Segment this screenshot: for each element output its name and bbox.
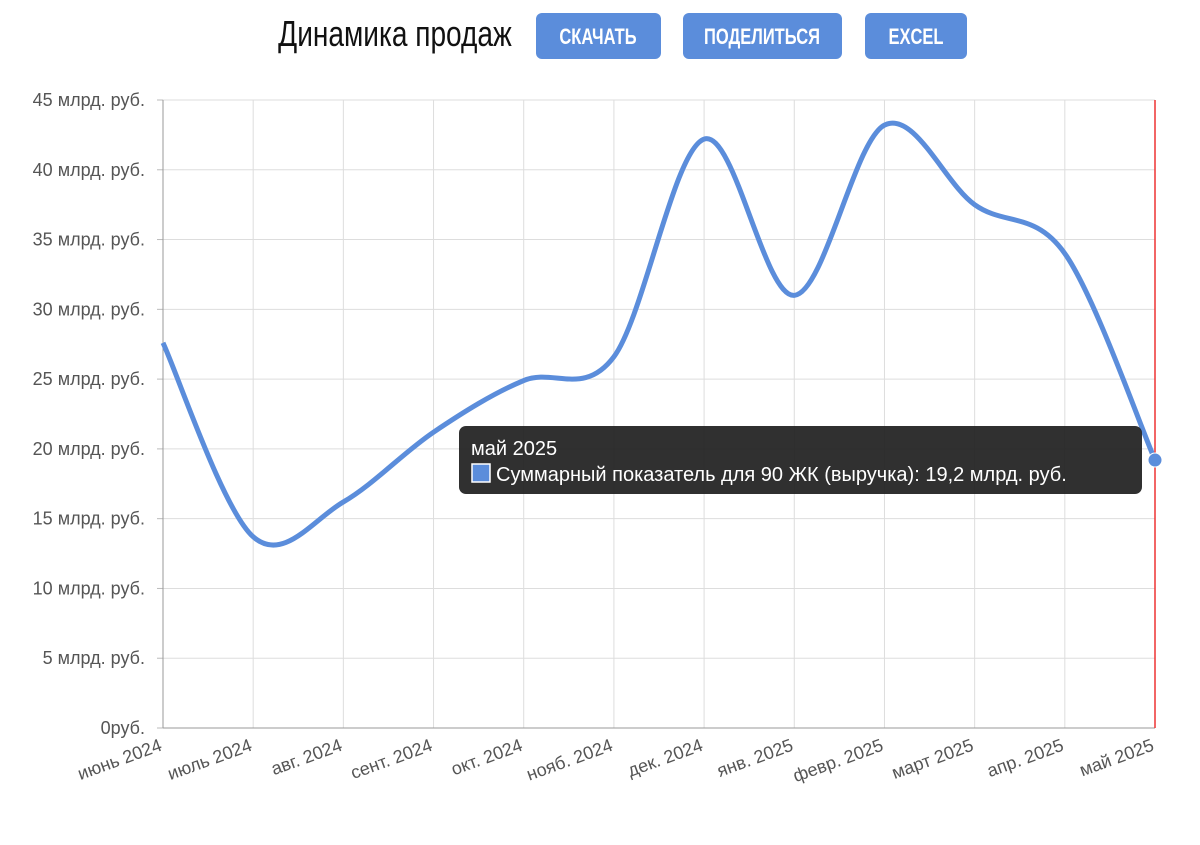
x-tick-label: сент. 2024: [348, 735, 435, 783]
x-tick-label: авг. 2024: [268, 735, 344, 779]
y-tick-label: 30 млрд. руб.: [33, 299, 145, 319]
button-label[interactable]: EXCEL: [889, 25, 944, 50]
chart-title: Динамика продаж: [278, 14, 512, 54]
y-tick-label: 15 млрд. руб.: [33, 509, 145, 529]
button-bg[interactable]: [683, 13, 842, 59]
y-tick-label: 40 млрд. руб.: [33, 160, 145, 180]
y-tick-label: 5 млрд. руб.: [43, 648, 145, 668]
button[interactable]: ПОДЕЛИТЬСЯ: [683, 13, 842, 59]
y-tick-label: 45 млрд. руб.: [33, 90, 145, 110]
line: [160, 120, 1158, 548]
tooltip: май 2025 Суммарный показатель для 90 ЖК (…: [459, 426, 1142, 494]
y-tick-label: 10 млрд. руб.: [33, 578, 145, 598]
x-tick-label: янв. 2025: [714, 735, 795, 781]
x-tick-label: нояб. 2024: [524, 735, 615, 785]
button[interactable]: СКАЧАТЬ: [536, 13, 661, 59]
x-tick-label: дек. 2024: [625, 735, 706, 781]
point: [1147, 452, 1163, 468]
x-tick-label: февр. 2025: [790, 735, 886, 786]
tooltip-bg: [459, 426, 1142, 494]
button-bg[interactable]: [865, 13, 967, 59]
x-tick-label: окт. 2024: [448, 735, 525, 779]
y-tick-label: 0руб.: [101, 718, 145, 738]
tooltip-swatch: [471, 463, 491, 483]
x-tick-label: май 2025: [1077, 735, 1157, 780]
tooltip-title: май 2025: [471, 438, 557, 460]
button-bg[interactable]: [536, 13, 661, 59]
y-tick-label: 20 млрд. руб.: [33, 439, 145, 459]
y-tick-label: 25 млрд. руб.: [33, 369, 145, 389]
button[interactable]: EXCEL: [865, 13, 967, 59]
x-tick-label: июль 2024: [165, 735, 255, 784]
grid: 0руб. 5 млрд. руб. 10 млрд. руб. 15 млрд. р…: [33, 90, 1157, 786]
x-tick-label: апр. 2025: [984, 735, 1066, 781]
x-tick-label: июнь 2024: [75, 735, 164, 784]
tooltip-text: Суммарный показатель для 90 ЖК (выручка)…: [496, 464, 1067, 486]
y-tick-label: 35 млрд. руб.: [33, 230, 145, 250]
plot: [160, 100, 1163, 728]
button-label[interactable]: ПОДЕЛИТЬСЯ: [704, 25, 820, 50]
button-label[interactable]: СКАЧАТЬ: [559, 25, 636, 50]
x-tick-label: март 2025: [889, 735, 976, 783]
